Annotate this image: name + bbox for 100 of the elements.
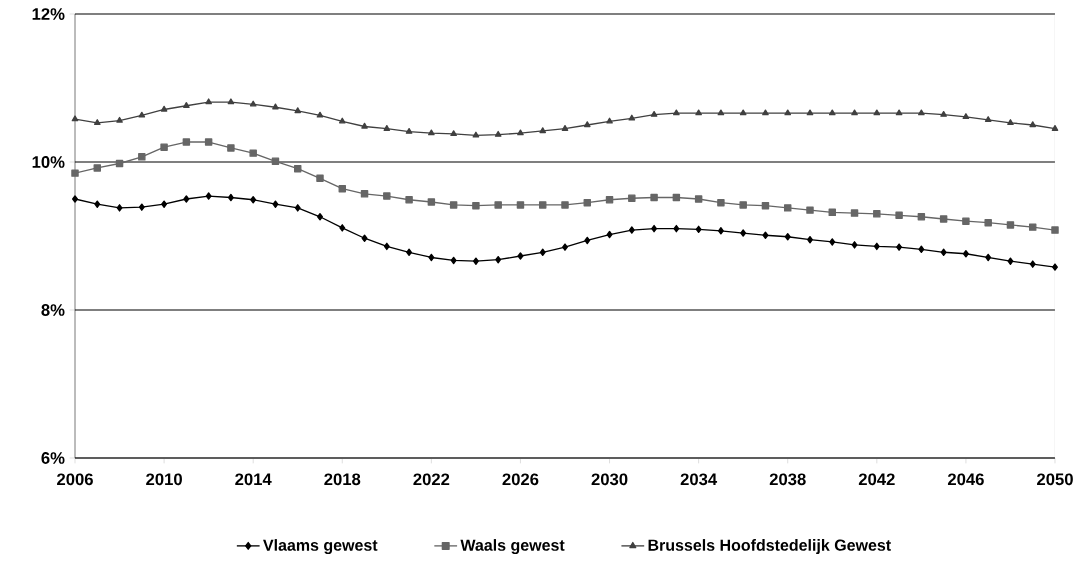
point xyxy=(717,227,724,235)
point xyxy=(71,115,79,122)
point xyxy=(673,224,680,233)
point xyxy=(94,200,101,208)
point xyxy=(962,250,969,258)
point xyxy=(1029,121,1037,128)
point xyxy=(940,248,947,257)
point xyxy=(427,198,436,206)
point xyxy=(985,253,992,262)
point xyxy=(472,131,480,138)
point xyxy=(383,192,391,200)
point xyxy=(249,100,257,107)
point xyxy=(428,253,435,262)
point xyxy=(494,130,502,137)
point xyxy=(584,236,591,245)
point xyxy=(316,111,324,118)
point xyxy=(829,238,836,246)
point xyxy=(1051,226,1059,234)
point xyxy=(918,109,925,116)
point xyxy=(694,195,703,203)
point xyxy=(651,224,658,233)
point xyxy=(250,196,257,204)
x-tick-label: 2050 xyxy=(1037,473,1073,486)
point xyxy=(895,109,903,116)
point xyxy=(628,194,636,203)
x-tick-label: 2010 xyxy=(146,473,182,486)
x-tick-label: 2006 xyxy=(57,473,93,486)
point xyxy=(428,129,435,136)
point xyxy=(115,159,124,168)
point xyxy=(205,192,212,200)
point xyxy=(227,144,235,152)
legend-label: Vlaams gewest xyxy=(263,539,378,555)
point xyxy=(539,127,547,134)
point xyxy=(783,204,792,212)
point xyxy=(93,119,101,125)
point xyxy=(673,109,680,116)
point xyxy=(917,213,926,221)
point xyxy=(406,248,413,257)
point xyxy=(1051,124,1059,131)
x-tick-label: 2030 xyxy=(591,473,628,486)
point xyxy=(561,201,569,209)
point xyxy=(183,102,190,108)
point xyxy=(784,109,792,116)
point xyxy=(360,190,369,198)
point xyxy=(472,201,480,210)
point xyxy=(338,117,346,124)
point xyxy=(72,195,78,203)
point xyxy=(918,245,925,254)
point xyxy=(1052,263,1058,271)
point xyxy=(896,243,903,251)
point xyxy=(851,241,858,249)
legend-label: Brussels Hoofdstedelijk Gewest xyxy=(648,539,891,554)
point xyxy=(272,200,279,208)
point xyxy=(294,107,302,114)
y-tick-label: 10% xyxy=(32,156,65,168)
point xyxy=(650,193,658,202)
point xyxy=(271,157,280,166)
point xyxy=(739,201,747,209)
x-tick-label: 2022 xyxy=(413,473,450,486)
point xyxy=(205,98,212,105)
x-tick-label: 2042 xyxy=(858,473,895,486)
point xyxy=(695,109,702,116)
point xyxy=(1006,221,1015,229)
point xyxy=(562,243,568,251)
point xyxy=(494,201,502,209)
point xyxy=(361,234,368,242)
x-tick-label: 2046 xyxy=(947,473,984,486)
point xyxy=(1029,260,1036,268)
point xyxy=(227,98,235,105)
point xyxy=(449,201,458,209)
point xyxy=(606,230,613,239)
x-tick-label: 2034 xyxy=(680,473,718,486)
y-tick-label: 6% xyxy=(41,452,65,464)
point xyxy=(873,109,881,116)
point xyxy=(962,113,970,120)
point xyxy=(739,109,747,116)
point xyxy=(495,255,502,264)
point xyxy=(583,121,591,128)
point xyxy=(161,200,168,208)
point xyxy=(160,143,168,151)
point xyxy=(695,225,702,234)
y-tick-label: 8% xyxy=(41,304,65,316)
point xyxy=(806,109,814,116)
point xyxy=(628,226,635,234)
point xyxy=(984,218,992,227)
point xyxy=(71,169,79,177)
legend-label: Waals gewest xyxy=(460,539,565,555)
point xyxy=(606,117,613,124)
point xyxy=(850,209,859,217)
point xyxy=(383,242,390,251)
point xyxy=(183,195,190,203)
point xyxy=(851,109,858,116)
point xyxy=(138,153,146,161)
point xyxy=(762,231,769,240)
point xyxy=(784,233,791,241)
point xyxy=(361,122,368,129)
point xyxy=(294,204,301,212)
point xyxy=(806,206,814,214)
point xyxy=(138,111,146,118)
x-tick-label: 2018 xyxy=(324,473,361,486)
